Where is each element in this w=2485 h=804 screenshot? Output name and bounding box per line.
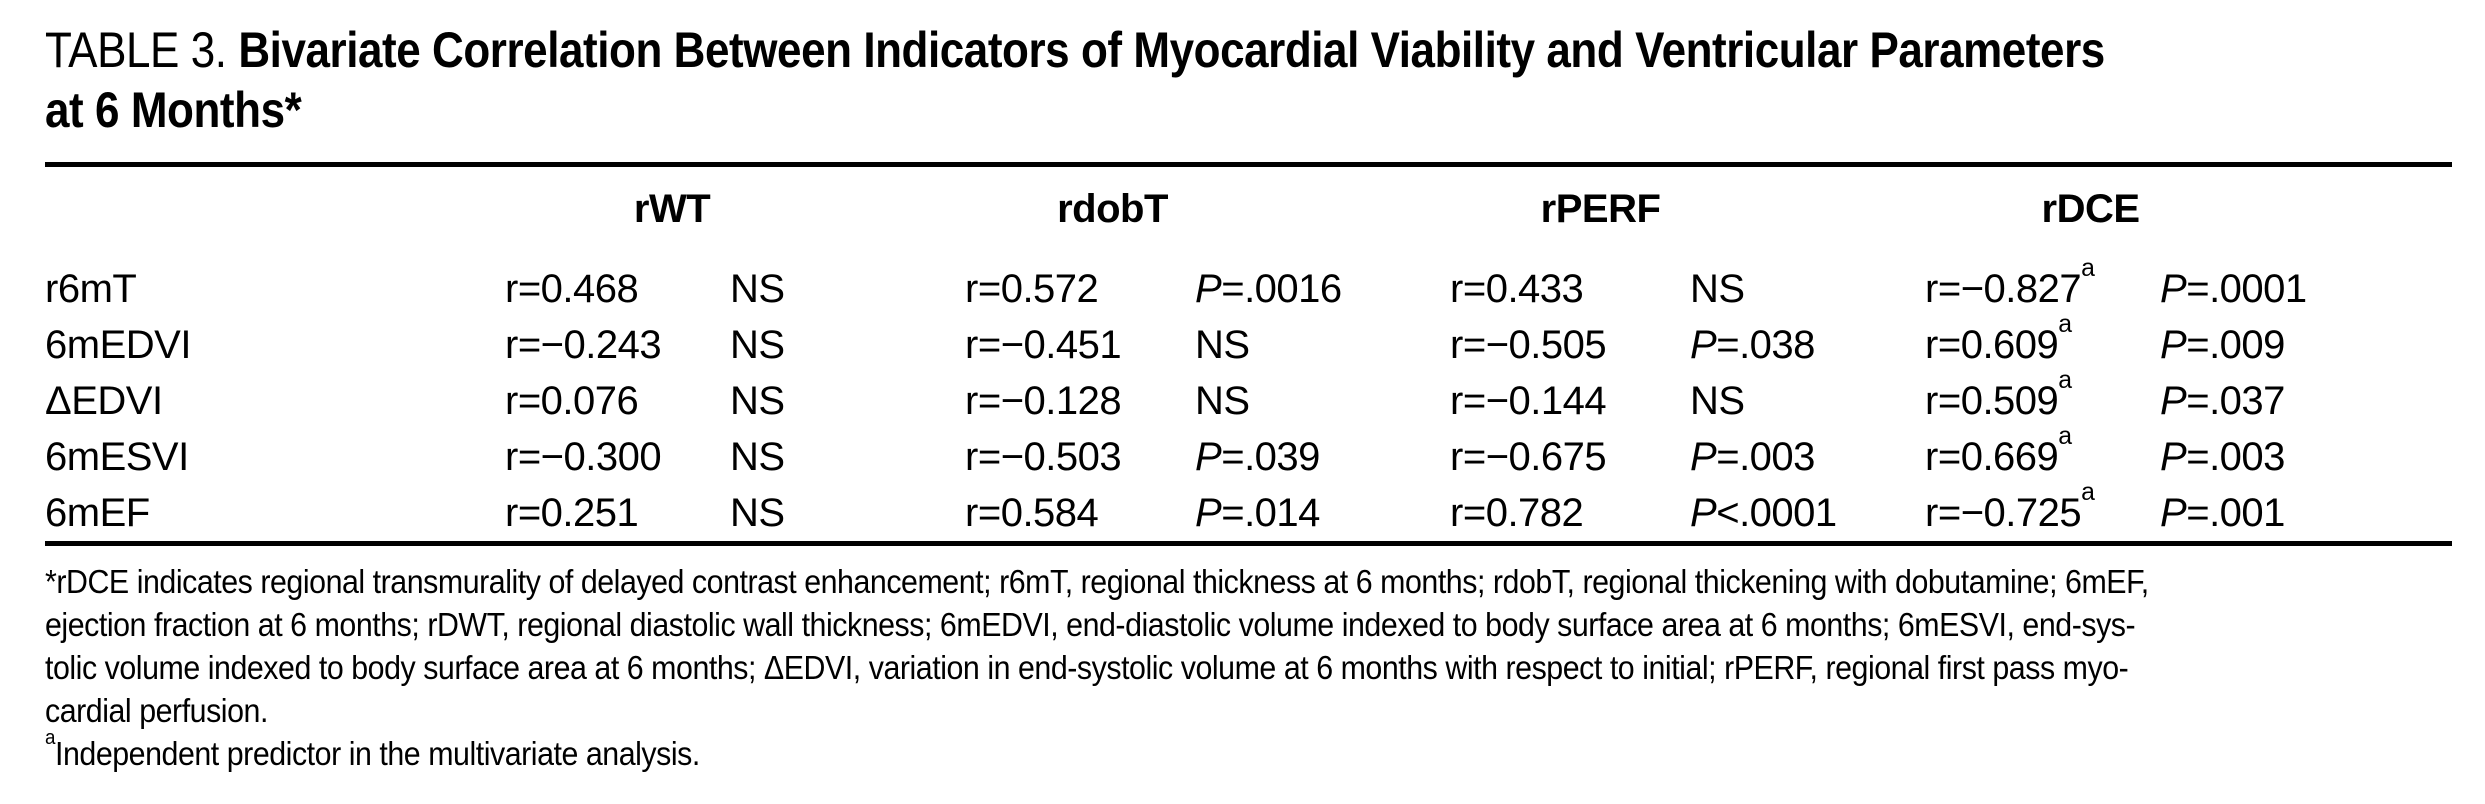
footnote-line: tolic volume indexed to body surface are… bbox=[45, 649, 2129, 686]
superscript-a: a bbox=[2081, 255, 2095, 283]
table-footnote: *rDCE indicates regional transmurality o… bbox=[45, 560, 2485, 775]
r-value: r=0.076 bbox=[505, 378, 639, 423]
r-value: r=0.433 bbox=[1450, 266, 1584, 311]
r-value: r=−0.451 bbox=[965, 322, 1122, 367]
p-value: P=.003 bbox=[2160, 434, 2285, 479]
column-header-rdobt: rdobT bbox=[1057, 186, 1168, 231]
r-value: r=0.572 bbox=[965, 266, 1099, 311]
p-value: P=.001 bbox=[2160, 490, 2285, 535]
row-label: r6mT bbox=[45, 266, 137, 311]
table-title-line2: at 6 Months* bbox=[45, 82, 302, 138]
column-header-rdce: rDCE bbox=[2041, 186, 2141, 231]
table-row: 6mESVI r=−0.300 NS r=−0.503 P=.039 r=−0.… bbox=[45, 423, 2452, 485]
p-value: P=.009 bbox=[2160, 322, 2285, 367]
superscript-a: a bbox=[2081, 479, 2095, 507]
superscript-a: a bbox=[2058, 423, 2072, 451]
top-rule bbox=[45, 162, 2452, 167]
p-value: NS bbox=[730, 490, 785, 535]
r-value: r=0.609a bbox=[1925, 311, 2072, 367]
p-value: NS bbox=[730, 322, 785, 367]
r-value: r=0.584 bbox=[965, 490, 1099, 535]
r-value: r=0.468 bbox=[505, 266, 639, 311]
r-value: r=0.782 bbox=[1450, 490, 1584, 535]
footnote-line: cardial perfusion. bbox=[45, 692, 268, 729]
table-title-line1: TABLE 3. Bivariate Correlation Between I… bbox=[45, 20, 2192, 80]
p-value: NS bbox=[1690, 266, 1745, 311]
r-value: r=−0.505 bbox=[1450, 322, 1607, 367]
empty-header-cell bbox=[45, 167, 505, 251]
table-row: r6mT r=0.468 NS r=0.572 P=.0016 r=0.433 … bbox=[45, 251, 2452, 317]
table-number: TABLE 3. bbox=[45, 22, 227, 78]
row-label: 6mEDVI bbox=[45, 322, 191, 367]
row-label: ΔEDVI bbox=[45, 378, 163, 423]
p-value: P<.0001 bbox=[1690, 490, 1837, 535]
table-title-text: Bivariate Correlation Between Indicators… bbox=[238, 22, 2105, 78]
superscript-a: a bbox=[2058, 367, 2072, 395]
p-value: P=.038 bbox=[1690, 322, 1815, 367]
p-value: NS bbox=[730, 434, 785, 479]
footnote-line: *rDCE indicates regional transmurality o… bbox=[45, 563, 2149, 600]
r-value: r=0.669a bbox=[1925, 423, 2072, 479]
superscript-a: a bbox=[45, 725, 56, 749]
r-value: r=0.509a bbox=[1925, 367, 2072, 423]
p-value: NS bbox=[1195, 322, 1250, 367]
p-value: NS bbox=[1690, 378, 1745, 423]
r-value: r=0.251 bbox=[505, 490, 639, 535]
column-header-rperf: rPERF bbox=[1540, 186, 1661, 231]
r-value: r=−0.827a bbox=[1925, 255, 2095, 311]
r-value: r=−0.243 bbox=[505, 322, 662, 367]
p-value: P=.014 bbox=[1195, 490, 1320, 535]
table-row: 6mEDVI r=−0.243 NS r=−0.451 NS r=−0.505 … bbox=[45, 311, 2452, 373]
p-value: P=.0016 bbox=[1195, 266, 1342, 311]
table-row: ΔEDVI r=0.076 NS r=−0.128 NS r=−0.144 NS… bbox=[45, 367, 2452, 429]
p-value: P=.003 bbox=[1690, 434, 1815, 479]
r-value: r=−0.503 bbox=[965, 434, 1122, 479]
row-label: 6mESVI bbox=[45, 434, 189, 479]
r-value: r=−0.128 bbox=[965, 378, 1122, 423]
bottom-rule bbox=[45, 541, 2452, 546]
p-value: P=.037 bbox=[2160, 378, 2285, 423]
r-value: r=−0.144 bbox=[1450, 378, 1607, 423]
column-header-rwt: rWT bbox=[633, 186, 711, 231]
p-value: P=.0001 bbox=[2160, 266, 2307, 311]
p-value: NS bbox=[1195, 378, 1250, 423]
r-value: r=−0.300 bbox=[505, 434, 662, 479]
correlation-table: rWT rdobT rPERF rDCE r6mT r=0.468 NS r=0… bbox=[45, 167, 2452, 541]
table-row: 6mEF r=0.251 NS r=0.584 P=.014 r=0.782 P… bbox=[45, 479, 2452, 541]
superscript-a: a bbox=[2058, 311, 2072, 339]
p-value: P=.039 bbox=[1195, 434, 1320, 479]
footnote-superscript-note: aIndependent predictor in the multivaria… bbox=[45, 725, 700, 772]
p-value: NS bbox=[730, 266, 785, 311]
row-label: 6mEF bbox=[45, 490, 150, 535]
header-row: rWT rdobT rPERF rDCE bbox=[45, 167, 2452, 251]
footnote-line: ejection fraction at 6 months; rDWT, reg… bbox=[45, 606, 2136, 643]
r-value: r=−0.725a bbox=[1925, 479, 2095, 535]
r-value: r=−0.675 bbox=[1450, 434, 1607, 479]
p-value: NS bbox=[730, 378, 785, 423]
